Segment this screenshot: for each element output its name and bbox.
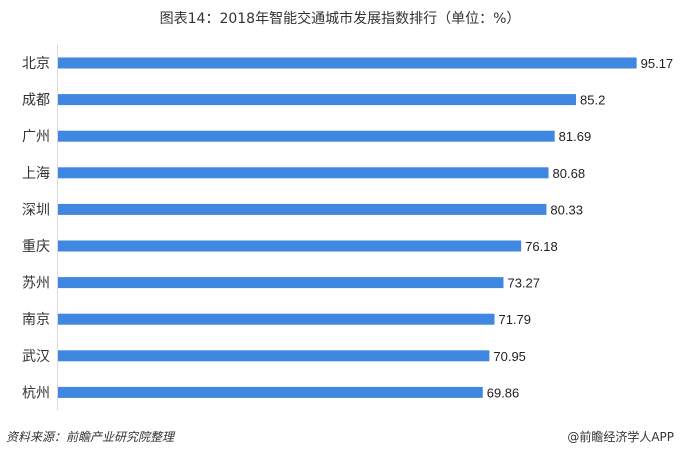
value-label: 69.86	[487, 385, 520, 400]
bar	[58, 167, 549, 179]
bar	[58, 94, 577, 106]
bar	[58, 313, 495, 325]
bar	[58, 277, 504, 289]
value-label: 95.17	[641, 56, 674, 71]
category-label: 武汉	[22, 349, 50, 365]
credit-note: @前瞻经济学人APP	[567, 430, 674, 444]
category-label: 深圳	[22, 202, 50, 218]
category-label: 上海	[22, 166, 50, 182]
bar	[58, 57, 637, 69]
value-label: 80.33	[550, 202, 583, 217]
value-label: 76.18	[525, 239, 558, 254]
value-label: 80.68	[553, 166, 586, 181]
bar	[58, 350, 490, 362]
source-note: 资料来源：前瞻产业研究院整理	[6, 430, 175, 444]
value-label: 71.79	[498, 312, 531, 327]
bar	[58, 203, 547, 215]
category-label: 北京	[22, 56, 50, 72]
bar	[58, 130, 555, 142]
bar	[58, 240, 522, 252]
value-label: 70.95	[493, 349, 526, 364]
category-label: 重庆	[22, 239, 50, 255]
chart-title: 图表14：2018年智能交通城市发展指数排行（单位：%）	[159, 11, 521, 27]
value-label: 73.27	[507, 276, 540, 291]
value-label: 81.69	[559, 129, 592, 144]
category-label: 杭州	[22, 385, 50, 401]
value-label: 85.2	[580, 93, 605, 108]
category-label: 南京	[22, 312, 50, 328]
category-label: 广州	[22, 129, 50, 145]
category-label: 苏州	[22, 276, 50, 292]
category-label: 成都	[22, 93, 50, 109]
bar	[58, 386, 483, 398]
